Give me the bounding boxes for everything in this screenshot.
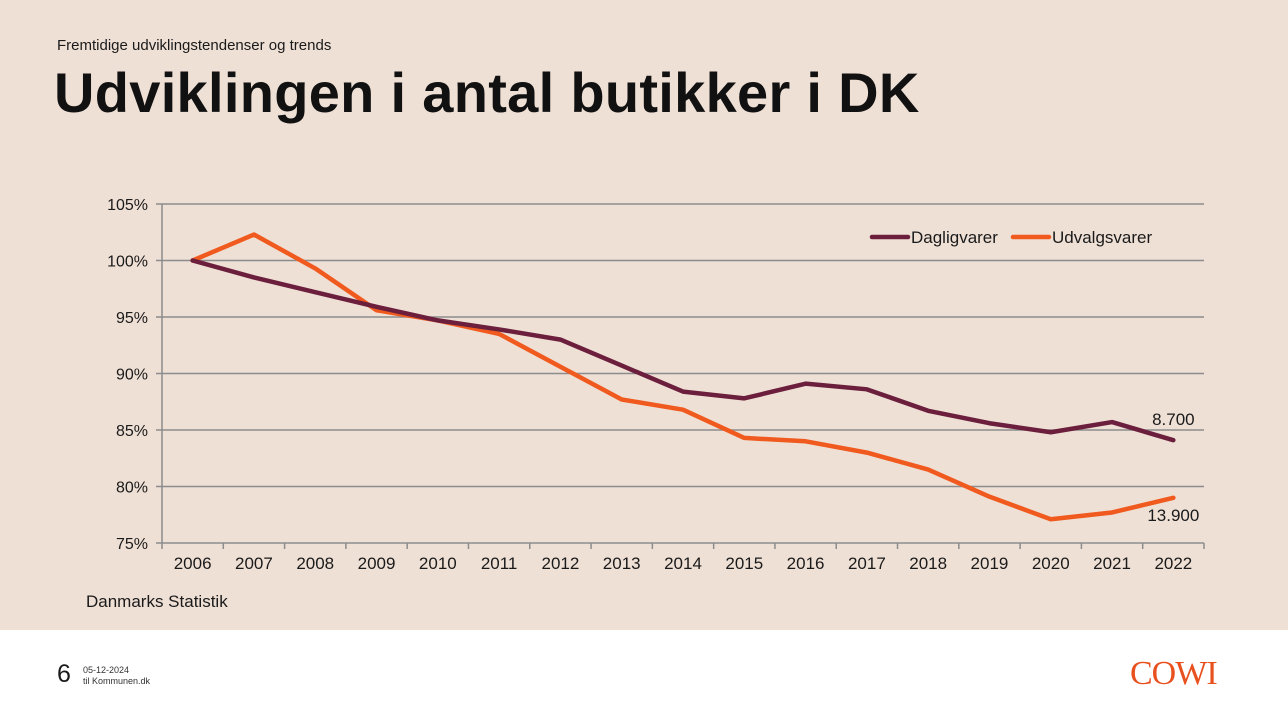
slide-title: Udviklingen i antal butikker i DK: [54, 61, 920, 124]
data-label-dagligvarer: 8.700: [1152, 410, 1195, 429]
y-tick-label: 90%: [116, 367, 148, 384]
y-tick-label: 95%: [116, 310, 148, 327]
series-line-dagligvarer: [190, 258, 1176, 443]
y-tick-label: 85%: [116, 423, 148, 440]
legend-label-dagligvarer: Dagligvarer: [911, 228, 998, 247]
slide-subtitle: Fremtidige udviklingstendenser og trends: [57, 37, 332, 54]
legend-label-udvalgsvarer: Udvalgsvarer: [1052, 228, 1152, 247]
x-tick-label: 2017: [848, 554, 886, 573]
x-tick-label: 2022: [1154, 554, 1192, 573]
x-tick-label: 2015: [725, 554, 763, 573]
data-label-udvalgsvarer: 13.900: [1147, 506, 1199, 525]
x-tick-label: 2008: [296, 554, 334, 573]
y-tick-label: 75%: [116, 536, 148, 553]
x-tick-label: 2012: [541, 554, 579, 573]
x-tick-label: 2009: [358, 554, 396, 573]
chart-source: Danmarks Statistik: [86, 592, 228, 611]
x-tick-label: 2020: [1032, 554, 1070, 573]
x-tick-label: 2006: [174, 554, 212, 573]
series-line-udvalgsvarer: [190, 232, 1176, 522]
y-tick-label: 105%: [107, 197, 148, 214]
x-tick-label: 2016: [787, 554, 825, 573]
y-tick-label: 100%: [107, 254, 148, 271]
x-tick-label: 2014: [664, 554, 702, 573]
line-chart: 75% 80% 85% 90% 95% 100% 105% 2006 2007 2008 2009 2…: [107, 197, 1205, 573]
x-tick-label: 2011: [481, 554, 518, 573]
x-tick-label: 2013: [603, 554, 641, 573]
x-tick-label: 2021: [1093, 554, 1131, 573]
page-number: 6: [57, 660, 71, 688]
x-tick-label: 2007: [235, 554, 273, 573]
x-tick-label: 2018: [909, 554, 947, 573]
y-tick-label: 80%: [116, 480, 148, 497]
x-tick-label: 2019: [971, 554, 1009, 573]
footer-label: til Kommunen.dk: [83, 676, 151, 686]
cowi-logo: COWI: [1130, 655, 1218, 692]
x-tick-label: 2010: [419, 554, 457, 573]
slide-background: [0, 0, 1288, 630]
footer-date: 05-12-2024: [83, 665, 130, 675]
